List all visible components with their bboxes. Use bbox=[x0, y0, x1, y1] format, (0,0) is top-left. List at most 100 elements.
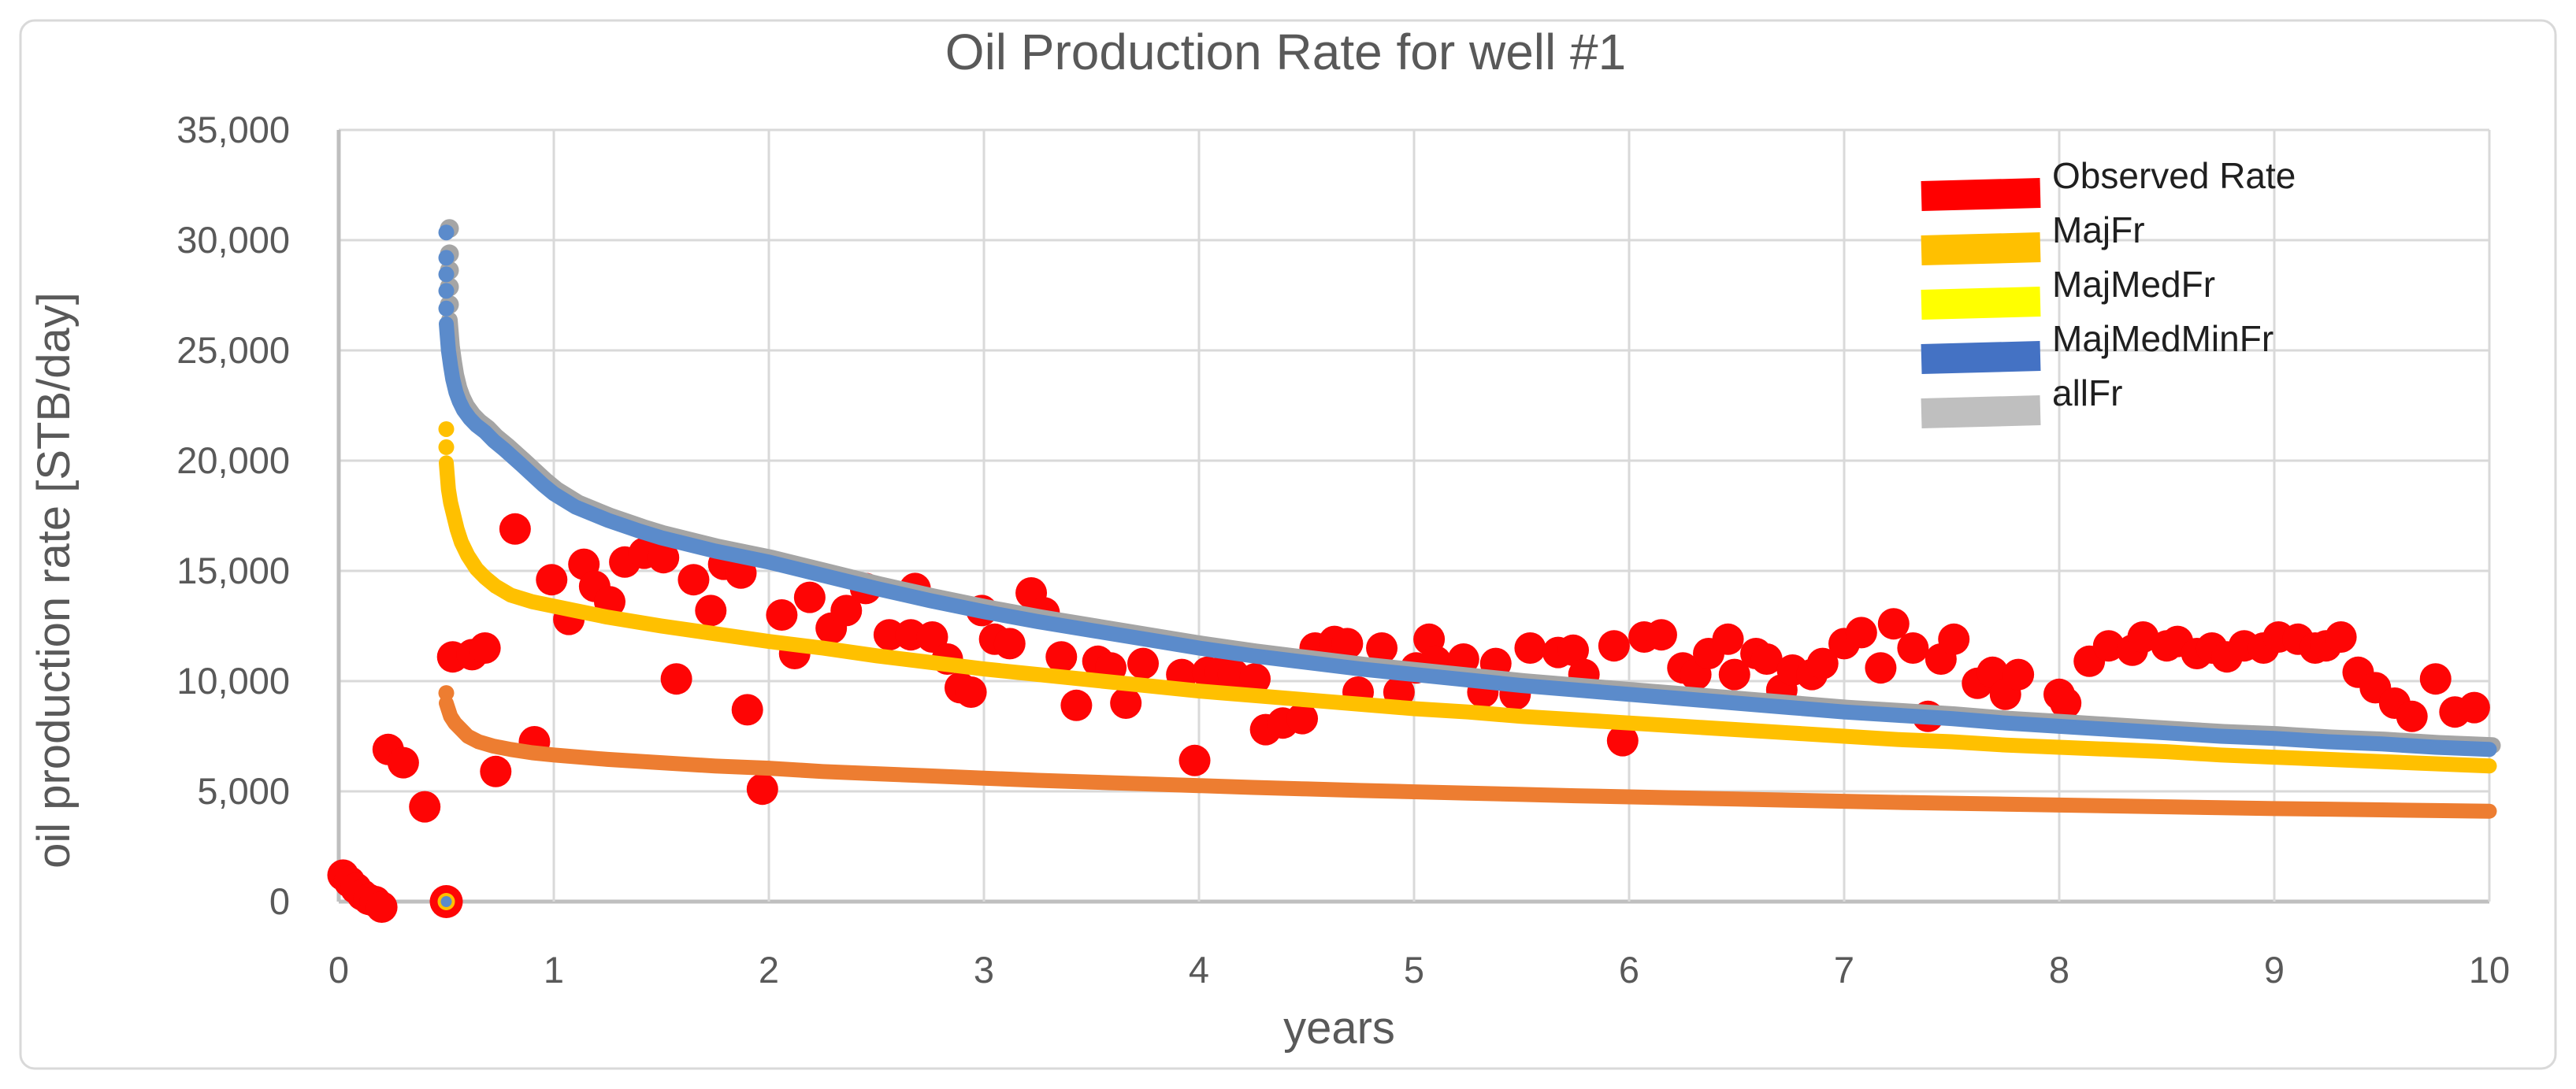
data-point bbox=[1845, 617, 1877, 649]
data-point bbox=[1712, 623, 1744, 655]
x-tick-label: 9 bbox=[2264, 949, 2285, 991]
data-point bbox=[2325, 621, 2357, 653]
legend-label: MajFr bbox=[2052, 209, 2145, 250]
data-point bbox=[1938, 623, 1970, 655]
chart-title: Oil Production Rate for well #1 bbox=[945, 24, 1626, 80]
data-point bbox=[2419, 663, 2452, 695]
data-point bbox=[677, 564, 710, 596]
data-point bbox=[366, 891, 398, 923]
data-point bbox=[793, 581, 826, 613]
curve-start-dot bbox=[438, 266, 455, 283]
data-point bbox=[2458, 691, 2490, 724]
data-point bbox=[2003, 658, 2035, 691]
curve-start-dot bbox=[438, 420, 455, 437]
data-point bbox=[1865, 652, 1897, 684]
legend-item-majmedminfr[interactable]: MajMedMinFr bbox=[1921, 318, 2274, 374]
data-point bbox=[660, 663, 692, 695]
data-point bbox=[1557, 634, 1590, 666]
data-point bbox=[746, 773, 778, 806]
data-point bbox=[830, 595, 863, 627]
x-tick-label: 2 bbox=[759, 949, 779, 991]
legend-swatch bbox=[1921, 287, 2041, 320]
data-point bbox=[1806, 647, 1839, 680]
y-tick-label: 35,000 bbox=[176, 109, 290, 150]
data-point bbox=[2092, 630, 2125, 662]
y-tick-label: 15,000 bbox=[176, 550, 290, 591]
data-point bbox=[648, 542, 680, 574]
x-axis-tick-labels: 0 1 2 3 4 5 6 7 8 9 10 bbox=[328, 949, 2510, 991]
series-majmedfr[interactable] bbox=[438, 420, 2497, 774]
x-tick-label: 4 bbox=[1189, 949, 1209, 991]
curve-start-dot bbox=[438, 250, 455, 266]
legend-item-observed-rate[interactable]: Observed Rate bbox=[1921, 155, 2296, 211]
legend-item-majfr[interactable]: MajFr bbox=[1921, 209, 2145, 265]
legend-label: MajMedFr bbox=[2052, 264, 2215, 305]
x-tick-label: 6 bbox=[1619, 949, 1639, 991]
x-tick-label: 0 bbox=[328, 949, 349, 991]
data-point bbox=[1718, 658, 1750, 691]
x-tick-label: 1 bbox=[544, 949, 564, 991]
data-point bbox=[2396, 700, 2428, 732]
x-tick-label: 5 bbox=[1404, 949, 1424, 991]
x-axis-title: years bbox=[1283, 1002, 1395, 1054]
y-tick-label: 25,000 bbox=[176, 329, 290, 371]
data-point bbox=[1238, 663, 1271, 695]
y-tick-label: 20,000 bbox=[176, 439, 290, 481]
x-tick-label: 8 bbox=[2049, 949, 2069, 991]
data-point bbox=[1127, 647, 1160, 680]
data-point bbox=[1897, 632, 1929, 664]
data-point bbox=[1750, 643, 1783, 675]
data-point bbox=[1110, 687, 1142, 719]
data-point bbox=[1606, 724, 1639, 757]
data-point bbox=[1045, 641, 1078, 673]
data-point bbox=[695, 595, 727, 627]
data-point bbox=[387, 746, 419, 779]
y-axis-title: oil production rate [STB/day] bbox=[28, 292, 80, 869]
x-tick-label: 3 bbox=[974, 949, 994, 991]
data-point bbox=[480, 755, 512, 787]
series-majmedminfr[interactable] bbox=[438, 224, 2497, 757]
y-tick-label: 10,000 bbox=[176, 660, 290, 702]
curve-start-dot bbox=[438, 300, 455, 317]
data-point bbox=[1331, 628, 1364, 660]
legend-label: Observed Rate bbox=[2052, 155, 2296, 196]
series-observed-rate[interactable] bbox=[327, 513, 2490, 923]
data-point bbox=[955, 676, 987, 708]
data-point bbox=[1286, 702, 1319, 735]
decline-curve bbox=[439, 455, 2497, 774]
zero-start-marker bbox=[429, 885, 463, 918]
y-tick-label: 0 bbox=[269, 880, 290, 922]
data-point bbox=[499, 513, 531, 545]
data-point bbox=[469, 632, 501, 664]
decline-curve bbox=[439, 695, 2497, 819]
legend-item-allfr[interactable]: allFr bbox=[1921, 372, 2123, 428]
legend-swatch bbox=[1921, 178, 2041, 211]
legend-label: MajMedMinFr bbox=[2052, 318, 2273, 359]
data-point bbox=[916, 621, 948, 653]
data-point bbox=[536, 564, 568, 596]
zero-marker-ring bbox=[440, 896, 452, 907]
data-point bbox=[1366, 632, 1398, 664]
data-point bbox=[1645, 619, 1677, 651]
decline-curve bbox=[439, 316, 2497, 757]
y-tick-label: 30,000 bbox=[176, 219, 290, 261]
data-point bbox=[766, 599, 798, 631]
x-tick-label: 7 bbox=[1834, 949, 1854, 991]
legend-swatch bbox=[1921, 341, 2041, 374]
series-majfr[interactable] bbox=[438, 685, 2497, 819]
data-point bbox=[1179, 744, 1211, 776]
curve-start-dot bbox=[438, 283, 455, 299]
data-point bbox=[1877, 608, 1910, 640]
legend: Observed Rate MajFr MajMedFr MajMedMinFr all… bbox=[1921, 155, 2296, 428]
data-point bbox=[731, 694, 763, 726]
legend-label: allFr bbox=[2052, 372, 2122, 413]
y-axis-tick-labels: 0 5,000 10,000 15,000 20,000 25,000 30,000 35,0… bbox=[176, 109, 290, 922]
curve-start-dot bbox=[438, 224, 455, 241]
data-point bbox=[1598, 630, 1630, 662]
data-point bbox=[1514, 632, 1546, 664]
data-point bbox=[2050, 687, 2082, 719]
data-point bbox=[1060, 689, 1093, 721]
legend-item-majmedfr[interactable]: MajMedFr bbox=[1921, 264, 2216, 320]
y-tick-label: 5,000 bbox=[197, 770, 290, 812]
